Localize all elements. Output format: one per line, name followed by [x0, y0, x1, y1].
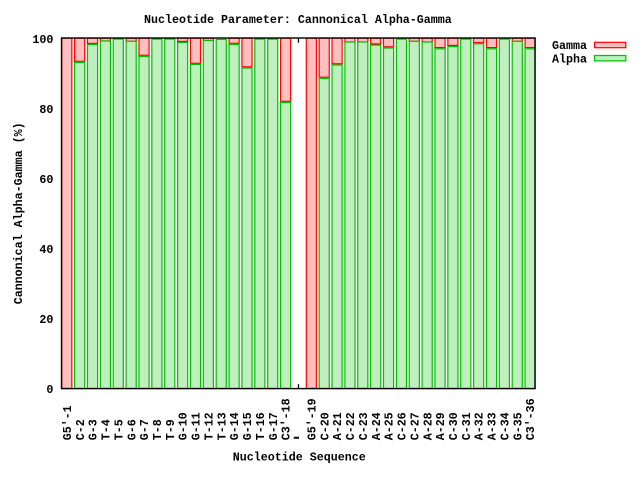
svg-text:G-35: G-35: [511, 412, 525, 440]
svg-text:A-25: A-25: [383, 412, 397, 440]
svg-text:G-7: G-7: [138, 419, 152, 440]
svg-text:T-12: T-12: [202, 412, 216, 440]
svg-text:A-29: A-29: [434, 412, 448, 440]
svg-text:C3'-36: C3'-36: [524, 398, 538, 440]
svg-text:C-31: C-31: [460, 412, 474, 440]
svg-text:C-20: C-20: [318, 412, 332, 440]
svg-text:C-27: C-27: [408, 412, 422, 440]
svg-text:C3'-18: C3'-18: [280, 398, 294, 440]
svg-text:Nucleotide Sequence: Nucleotide Sequence: [233, 450, 366, 464]
svg-text:0: 0: [46, 383, 53, 397]
svg-text:C-23: C-23: [357, 412, 371, 440]
svg-text:T-5: T-5: [112, 419, 126, 440]
svg-text:C-30: C-30: [447, 412, 461, 440]
svg-text:G-14: G-14: [228, 412, 242, 440]
svg-text:100: 100: [32, 33, 53, 47]
svg-text:G-11: G-11: [190, 412, 204, 440]
svg-text:60: 60: [39, 173, 53, 187]
svg-text:20: 20: [39, 313, 53, 327]
svg-text:Gamma: Gamma: [552, 39, 587, 53]
svg-text:G-17: G-17: [267, 412, 281, 440]
svg-text:T-8: T-8: [151, 419, 165, 440]
svg-text:C-22: C-22: [344, 412, 358, 440]
svg-text:Alpha: Alpha: [552, 53, 587, 67]
svg-text:G5'-1: G5'-1: [61, 405, 75, 440]
svg-text:T-4: T-4: [100, 419, 114, 440]
svg-text:T-13: T-13: [215, 412, 229, 440]
svg-text:G-3: G-3: [87, 419, 101, 440]
svg-text:G-6: G-6: [125, 419, 139, 440]
svg-text:A-33: A-33: [486, 412, 500, 440]
svg-text:G-15: G-15: [241, 412, 255, 440]
svg-text:A-21: A-21: [331, 412, 345, 440]
svg-text:C-2: C-2: [74, 419, 88, 440]
svg-text:A-24: A-24: [370, 412, 384, 440]
svg-text:80: 80: [39, 103, 53, 117]
svg-text:C-34: C-34: [498, 412, 512, 440]
svg-text:A-32: A-32: [473, 412, 487, 440]
svg-text:A-28: A-28: [421, 412, 435, 440]
svg-text:T-9: T-9: [164, 419, 178, 440]
svg-text:Nucleotide Parameter: Cannonic: Nucleotide Parameter: Cannonical Alpha-G…: [144, 13, 452, 27]
svg-text:C-26: C-26: [396, 412, 410, 440]
svg-text:G5'-19: G5'-19: [305, 398, 319, 440]
svg-text:40: 40: [39, 243, 53, 257]
svg-text:T-16: T-16: [254, 412, 268, 440]
svg-text:G-10: G-10: [177, 412, 191, 440]
svg-text:Cannonical Alpha-Gamma (%): Cannonical Alpha-Gamma (%): [12, 122, 26, 304]
